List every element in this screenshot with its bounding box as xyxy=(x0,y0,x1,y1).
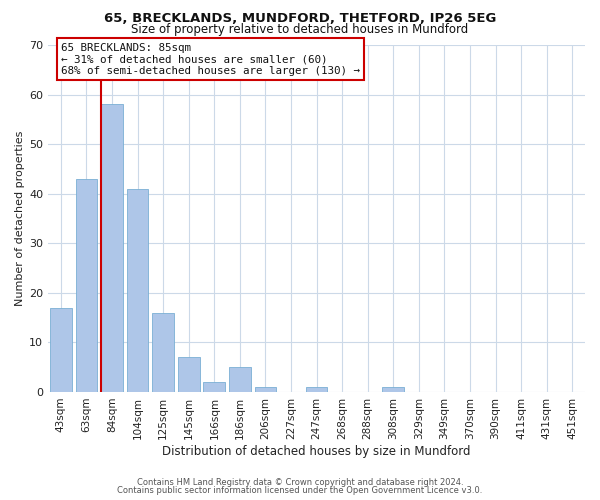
Bar xyxy=(76,179,97,392)
Text: 65 BRECKLANDS: 85sqm
← 31% of detached houses are smaller (60)
68% of semi-detac: 65 BRECKLANDS: 85sqm ← 31% of detached h… xyxy=(61,42,360,76)
Text: Size of property relative to detached houses in Mundford: Size of property relative to detached ho… xyxy=(131,22,469,36)
Bar xyxy=(203,382,225,392)
Text: Contains public sector information licensed under the Open Government Licence v3: Contains public sector information licen… xyxy=(118,486,482,495)
Bar xyxy=(101,104,123,392)
Bar xyxy=(254,387,277,392)
Bar xyxy=(50,308,72,392)
Bar xyxy=(382,387,404,392)
Text: Contains HM Land Registry data © Crown copyright and database right 2024.: Contains HM Land Registry data © Crown c… xyxy=(137,478,463,487)
Text: 65, BRECKLANDS, MUNDFORD, THETFORD, IP26 5EG: 65, BRECKLANDS, MUNDFORD, THETFORD, IP26… xyxy=(104,12,496,24)
Bar xyxy=(229,367,251,392)
Bar xyxy=(152,312,174,392)
Bar xyxy=(127,188,148,392)
X-axis label: Distribution of detached houses by size in Mundford: Distribution of detached houses by size … xyxy=(163,444,471,458)
Y-axis label: Number of detached properties: Number of detached properties xyxy=(15,131,25,306)
Bar xyxy=(178,358,200,392)
Bar xyxy=(306,387,328,392)
